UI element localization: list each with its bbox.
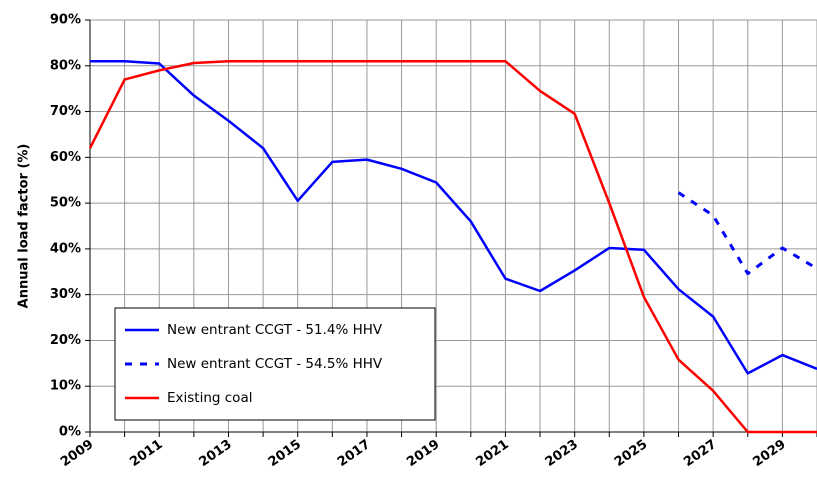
y-tick-label: 80% bbox=[50, 58, 81, 73]
legend-box bbox=[114, 307, 436, 421]
y-tick-label: 50% bbox=[50, 196, 81, 211]
x-tick-label: 2025 bbox=[612, 437, 650, 470]
legend-label: Existing coal bbox=[167, 390, 252, 406]
series-line bbox=[90, 59, 817, 375]
x-tick-label: 2015 bbox=[266, 437, 304, 470]
legend-label: New entrant CCGT - 54.5% HHV bbox=[167, 356, 383, 372]
x-tick-label: 2011 bbox=[127, 437, 165, 470]
x-tick-label: 2017 bbox=[335, 437, 373, 470]
y-tick-label: 30% bbox=[50, 287, 81, 302]
x-tick-label: 2009 bbox=[58, 437, 96, 470]
series-line bbox=[677, 191, 817, 276]
y-tick-label: 20% bbox=[50, 333, 81, 348]
x-tick-label: 2019 bbox=[404, 437, 442, 470]
y-axis-label: Annual load factor (%) bbox=[17, 144, 32, 309]
y-tick-label: 70% bbox=[50, 104, 81, 119]
y-tick-label: 0% bbox=[59, 425, 81, 440]
x-tick-label: 2013 bbox=[197, 437, 235, 470]
y-tick-label: 60% bbox=[50, 150, 81, 165]
x-tick-label: 2021 bbox=[473, 437, 511, 470]
x-tick-label: 2027 bbox=[681, 437, 719, 470]
legend-label: New entrant CCGT - 51.4% HHV bbox=[167, 322, 383, 338]
x-tick-label: 2029 bbox=[750, 437, 788, 470]
x-tick-label: 2023 bbox=[543, 437, 581, 470]
y-tick-label: 90% bbox=[50, 13, 81, 28]
series-line bbox=[88, 59, 817, 434]
y-tick-label: 10% bbox=[50, 379, 81, 394]
y-tick-label: 40% bbox=[50, 241, 81, 256]
